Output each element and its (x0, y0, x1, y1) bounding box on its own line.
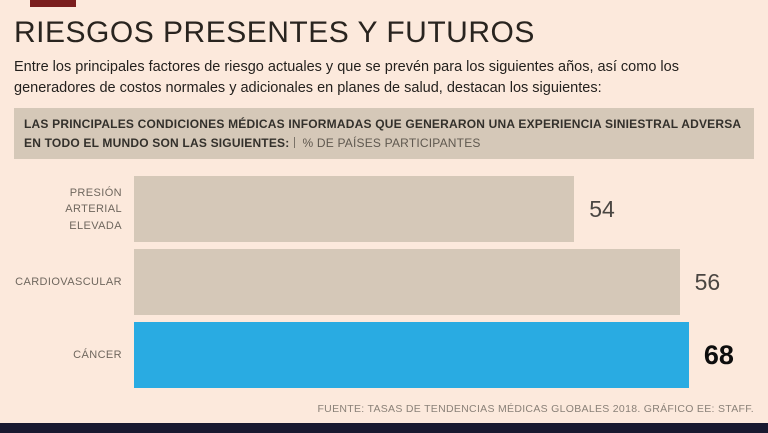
chart-header: LAS PRINCIPALES CONDICIONES MÉDICAS INFO… (14, 108, 754, 160)
source-credit: FUENTE: TASAS DE TENDENCIAS MÉDICAS GLOB… (317, 403, 754, 415)
bar-area: 68 (134, 322, 754, 389)
chart-unit-label: % DE PAÍSES PARTICIPANTES (302, 135, 481, 150)
category-label: CARDIOVASCULAR (15, 276, 122, 289)
bar-row: PRESIÓN ARTERIAL ELEVADA 54 (14, 176, 754, 243)
value-label: 56 (694, 268, 721, 295)
bottom-border-bar (0, 423, 768, 433)
page-subtitle: Entre los principales factores de riesgo… (14, 59, 679, 96)
brand-accent-bar (30, 0, 76, 7)
value-label: 54 (589, 195, 615, 222)
bar-area: 56 (134, 249, 754, 316)
category-label: CÁNCER (73, 349, 122, 362)
bar (134, 322, 689, 389)
chart-title: LAS PRINCIPALES CONDICIONES MÉDICAS INFO… (24, 117, 741, 150)
bar (134, 249, 680, 316)
value-label: 68 (703, 339, 734, 370)
category-label: PRESIÓN ARTERIAL ELEVADA (65, 186, 122, 232)
page-title: RIESGOS PRESENTES Y FUTUROS (14, 16, 535, 49)
bar-area: 54 (134, 176, 754, 243)
bar-row: CARDIOVASCULAR 56 (14, 249, 754, 316)
bar-row: CÁNCER 68 (14, 322, 754, 389)
bar (134, 176, 575, 243)
divider-line (294, 136, 296, 148)
bar-chart: PRESIÓN ARTERIAL ELEVADA 54 CARDIOVASCULAR… (14, 176, 754, 389)
